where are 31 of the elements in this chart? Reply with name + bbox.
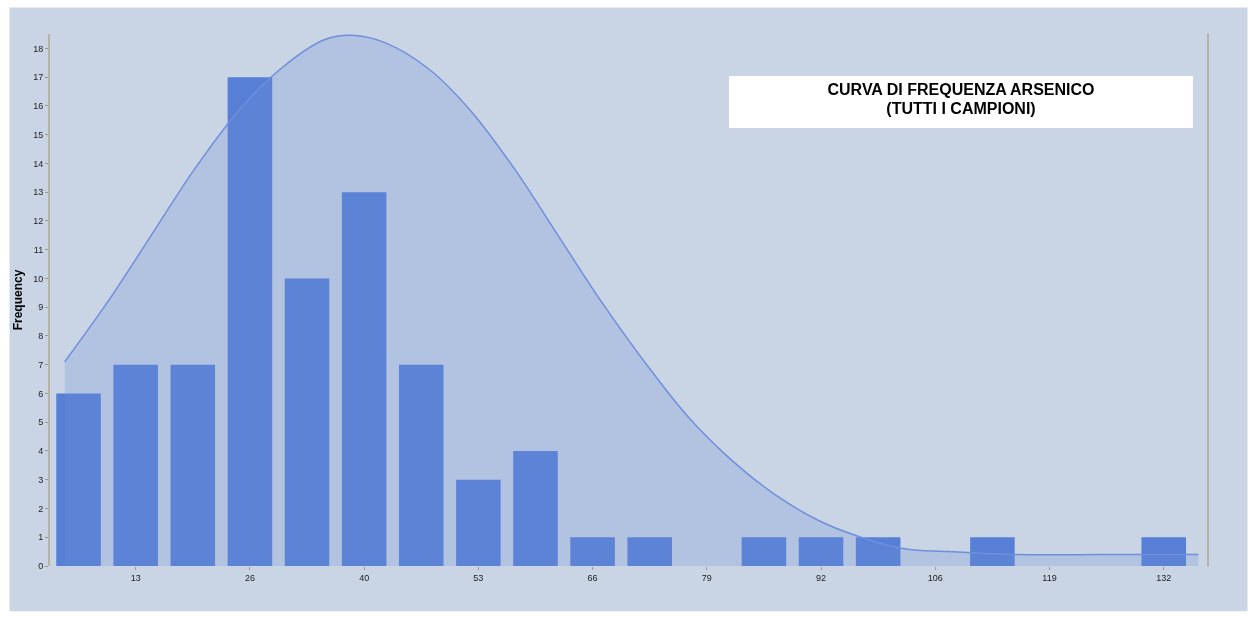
y-tick-label: 11 xyxy=(33,244,44,255)
y-tick-label: 12 xyxy=(33,216,44,227)
y-tick-label: 3 xyxy=(38,474,44,485)
y-axis-title: Frequency xyxy=(10,269,25,331)
y-tick-label: 14 xyxy=(33,158,44,169)
x-tick-label: 40 xyxy=(359,572,370,583)
x-tick-label: 79 xyxy=(701,572,712,583)
y-tick-label: 1 xyxy=(38,532,44,543)
y-tick-label: 15 xyxy=(33,129,44,140)
x-tick-label: 26 xyxy=(244,572,255,583)
y-tick-label: 2 xyxy=(38,503,44,514)
x-tick-label: 13 xyxy=(130,572,141,583)
y-tick-label: 4 xyxy=(38,446,44,457)
y-tick-label: 16 xyxy=(33,101,44,112)
x-tick-label: 119 xyxy=(1042,572,1057,583)
y-tick-label: 6 xyxy=(38,388,44,399)
title-panel: CURVA DI FREQUENZA ARSENICO (TUTTI I CAMPIONI) xyxy=(729,76,1193,128)
y-tick-label: 10 xyxy=(33,273,44,284)
y-tick-label: 0 xyxy=(38,561,44,572)
y-tick-label: 9 xyxy=(38,302,44,313)
x-tick-label: 53 xyxy=(473,572,484,583)
x-tick-label: 106 xyxy=(927,572,943,583)
y-tick-label: 13 xyxy=(33,187,44,198)
x-tick-label: 66 xyxy=(587,572,598,583)
x-tick-label: 132 xyxy=(1156,572,1172,583)
y-tick-label: 7 xyxy=(38,359,44,370)
y-tick-label: 18 xyxy=(33,43,44,54)
x-tick-label: 92 xyxy=(816,572,827,583)
y-tick-label: 8 xyxy=(38,331,44,342)
y-tick-label: 5 xyxy=(38,417,44,428)
y-tick-label: 17 xyxy=(33,72,44,83)
